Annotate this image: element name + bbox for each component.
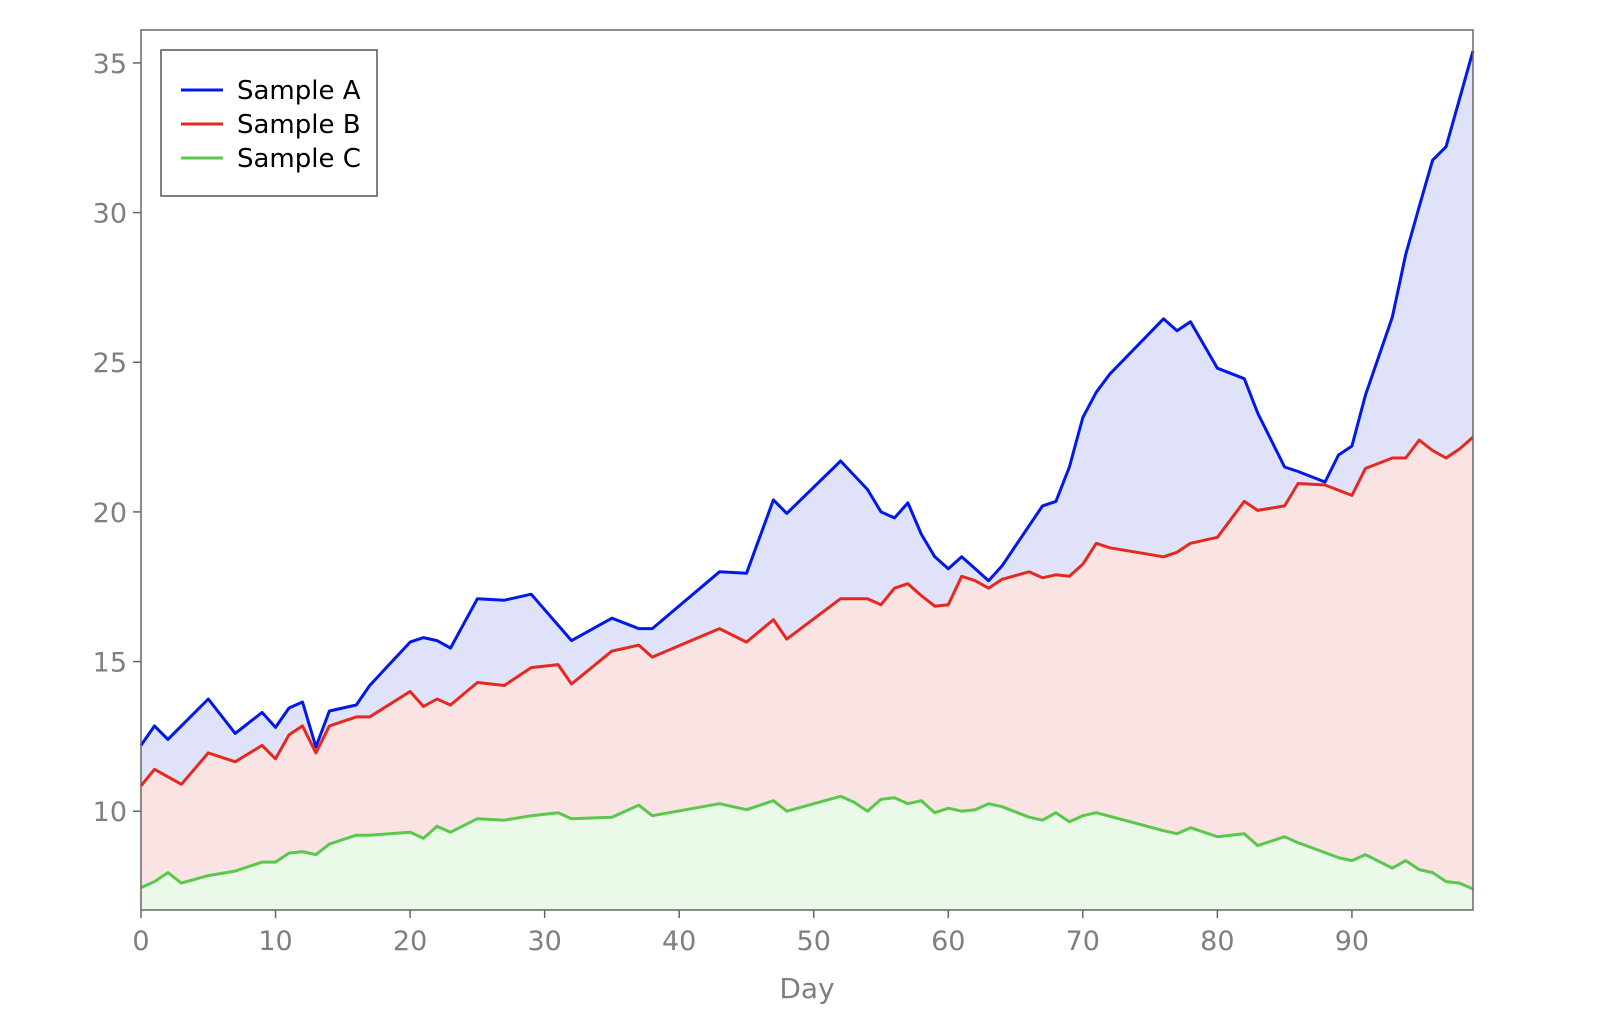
sample-c-line [140,794,1474,891]
legend: Sample A Sample B Sample C [160,49,378,197]
x-tick-label: 0 [132,926,149,957]
sample-b-area [141,437,1473,910]
legend-label-sample-c: Sample C [237,144,361,174]
y-tick-label: 30 [93,199,127,230]
x-tick-label: 90 [1335,926,1369,957]
x-tick-label: 60 [931,926,965,957]
y-tick-label: 35 [93,49,127,80]
x-axis: 0 10 20 30 40 50 60 70 80 90 [132,910,1369,957]
y-tick-label: 10 [93,797,127,828]
series-lines [139,50,1475,891]
plot-frame [140,29,1474,911]
y-axis: 10 15 20 25 30 35 [93,49,141,828]
x-axis-title: Day [779,972,834,1005]
y-tick-label: 25 [93,348,127,379]
sample-b-line [139,435,1474,787]
x-tick-label: 70 [1066,926,1100,957]
x-tick-label: 30 [527,926,561,957]
sample-a-line [139,50,1475,749]
x-tick-label: 40 [662,926,696,957]
y-tick-label: 20 [93,498,127,529]
y-tick-label: 15 [93,648,127,679]
x-tick-label: 50 [797,926,831,957]
x-tick-label: 20 [393,926,427,957]
x-tick-label: 10 [258,926,292,957]
legend-label-sample-a: Sample A [237,76,361,106]
series-fills [141,51,1473,910]
legend-label-sample-b: Sample B [237,110,361,140]
x-tick-label: 80 [1200,926,1234,957]
